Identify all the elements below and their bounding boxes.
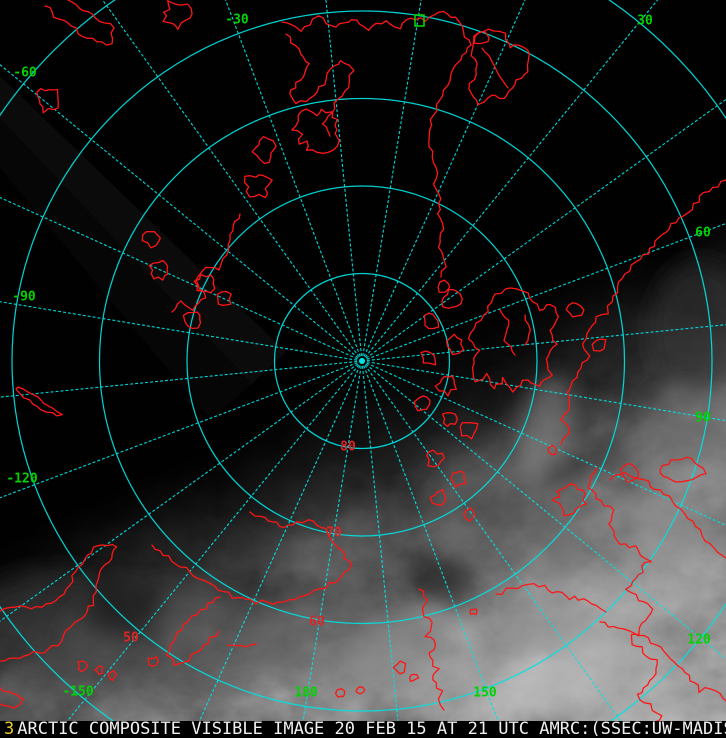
caption-bar: 3 ARCTIC COMPOSITE VISIBLE IMAGE 20 FEB 1… bbox=[0, 721, 726, 738]
longitude-label: 120 bbox=[687, 633, 711, 648]
longitude-label: -120 bbox=[6, 472, 37, 487]
graticule-layer bbox=[0, 0, 726, 722]
satellite-map: -30 30 60 90 120 150 180 -150 -120 -90 -60 80 70 60 50 bbox=[0, 0, 726, 722]
label-layer: -30 30 60 90 120 150 180 -150 -120 -90 -60 80 70 60 50 bbox=[6, 13, 711, 701]
station-marker-icon bbox=[414, 14, 425, 27]
caption-channel-number: 3 bbox=[4, 719, 15, 738]
longitude-label: 30 bbox=[637, 14, 653, 29]
caption-text: ARCTIC COMPOSITE VISIBLE IMAGE 20 FEB 15… bbox=[17, 719, 726, 738]
longitude-label: 180 bbox=[294, 686, 318, 701]
latitude-label: 80 bbox=[340, 440, 356, 455]
longitude-label: -150 bbox=[62, 685, 93, 700]
longitude-label: -60 bbox=[13, 66, 37, 81]
longitude-label: 90 bbox=[695, 411, 711, 426]
latitude-label: 60 bbox=[309, 615, 325, 630]
latitude-label: 70 bbox=[326, 526, 342, 541]
longitude-label: -30 bbox=[225, 13, 249, 28]
coastline-layer bbox=[0, 0, 726, 722]
longitude-label: 150 bbox=[473, 686, 497, 701]
latitude-label: 50 bbox=[123, 631, 139, 646]
longitude-label: 60 bbox=[695, 226, 711, 241]
longitude-label: -90 bbox=[12, 290, 36, 305]
terminator-shadows bbox=[86, 438, 632, 642]
